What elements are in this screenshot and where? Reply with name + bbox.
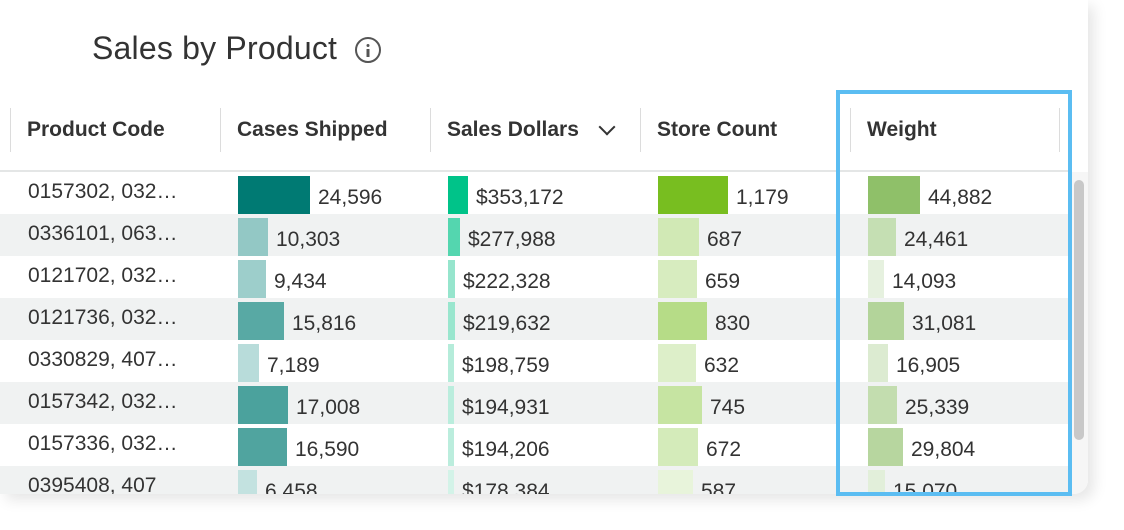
column-header-product-code[interactable]: Product Code	[10, 108, 220, 152]
table-body: 0157302, 032… 24,596 $353,172 1,179 44,882 03…	[0, 172, 1070, 494]
table-row[interactable]: 0336101, 063… 10,303 $277,988 687 24,461	[0, 214, 1070, 256]
cases-bar	[238, 386, 288, 424]
weight-bar	[868, 302, 904, 340]
cases-value: 6,458	[265, 480, 318, 494]
cases-bar	[238, 218, 268, 256]
column-header-sales-dollars[interactable]: Sales Dollars	[430, 108, 640, 152]
sales-bar	[448, 470, 454, 494]
weight-value: 25,339	[905, 396, 970, 419]
stores-bar	[658, 428, 698, 466]
table-row[interactable]: 0121702, 032… 9,434 $222,328 659 14,093	[0, 256, 1070, 298]
stores-bar	[658, 218, 699, 256]
stores-value: 632	[704, 354, 740, 377]
weight-value: 14,093	[892, 270, 957, 293]
sales-value: $194,931	[462, 396, 550, 419]
weight-value: 44,882	[928, 186, 993, 209]
stores-bar	[658, 260, 697, 298]
product-code-cell: 0330829, 407…	[28, 348, 178, 371]
stores-value: 745	[710, 396, 746, 419]
stores-value: 1,179	[736, 186, 789, 209]
cases-value: 10,303	[276, 228, 341, 251]
table-row[interactable]: 0330829, 407… 7,189 $198,759 632 16,905	[0, 340, 1070, 382]
column-header-cases-shipped[interactable]: Cases Shipped	[220, 108, 430, 152]
weight-bar	[868, 386, 897, 424]
weight-value: 15,070	[893, 480, 958, 494]
chevron-down-icon[interactable]	[598, 118, 616, 136]
cases-bar	[238, 470, 257, 494]
column-header-label: Weight	[867, 118, 937, 141]
cases-value: 9,434	[274, 270, 327, 293]
sales-value: $194,206	[462, 438, 550, 461]
product-code-cell: 0121702, 032…	[28, 264, 178, 287]
sales-bar	[448, 428, 454, 466]
weight-bar	[868, 428, 903, 466]
sales-value: $222,328	[463, 270, 551, 293]
weight-value: 29,804	[911, 438, 976, 461]
weight-bar	[868, 176, 920, 214]
stores-value: 659	[705, 270, 741, 293]
table-row[interactable]: 0157342, 032… 17,008 $194,931 745 25,339	[0, 382, 1070, 424]
cases-bar	[238, 260, 266, 298]
sales-by-product-widget: Sales by Product Product Code Cases Ship…	[0, 0, 1088, 494]
sales-bar	[448, 386, 454, 424]
sales-bar	[448, 176, 468, 214]
cases-value: 17,008	[296, 396, 361, 419]
weight-bar	[868, 344, 888, 382]
sales-bar	[448, 218, 460, 256]
column-header-label: Product Code	[27, 118, 165, 141]
sales-bar	[448, 344, 454, 382]
table-row[interactable]: 0121736, 032… 15,816 $219,632 830 31,081	[0, 298, 1070, 340]
product-code-cell: 0121736, 032…	[28, 306, 178, 329]
column-header-label: Store Count	[657, 118, 778, 141]
cases-value: 24,596	[318, 186, 383, 209]
weight-bar	[868, 260, 884, 298]
sales-value: $353,172	[476, 186, 564, 209]
cases-value: 16,590	[295, 438, 360, 461]
stores-bar	[658, 344, 696, 382]
sales-value: $178,384	[462, 480, 550, 494]
sales-bar	[448, 260, 455, 298]
column-header-weight[interactable]: Weight	[850, 108, 1060, 152]
cases-bar	[238, 428, 287, 466]
weight-bar	[868, 218, 896, 256]
weight-bar	[868, 470, 885, 494]
widget-title: Sales by Product	[92, 29, 338, 66]
header-divider	[0, 170, 1070, 172]
stores-value: 587	[701, 480, 737, 494]
cases-value: 15,816	[292, 312, 357, 335]
sales-value: $277,988	[468, 228, 556, 251]
product-code-cell: 0395408, 407	[28, 474, 157, 494]
stores-value: 830	[715, 312, 751, 335]
sales-bar	[448, 302, 455, 340]
column-header-store-count[interactable]: Store Count	[640, 108, 850, 152]
product-code-cell: 0157342, 032…	[28, 390, 178, 413]
sales-value: $198,759	[462, 354, 550, 377]
cases-bar	[238, 302, 284, 340]
sales-value: $219,632	[463, 312, 551, 335]
product-code-cell: 0157336, 032…	[28, 432, 178, 455]
widget-header: Sales by Product	[92, 28, 382, 68]
product-code-cell: 0336101, 063…	[28, 222, 178, 245]
weight-value: 31,081	[912, 312, 977, 335]
cases-bar	[238, 344, 259, 382]
stores-value: 687	[707, 228, 743, 251]
info-circle-icon[interactable]	[355, 37, 382, 63]
stores-bar	[658, 176, 728, 214]
table-row[interactable]: 0157336, 032… 16,590 $194,206 672 29,804	[0, 424, 1070, 466]
stores-bar	[658, 302, 707, 340]
column-header-label: Sales Dollars	[447, 118, 579, 141]
product-code-cell: 0157302, 032…	[28, 180, 178, 203]
stores-bar	[658, 470, 693, 494]
scrollbar-thumb[interactable]	[1074, 180, 1084, 440]
column-header-label: Cases Shipped	[237, 118, 388, 141]
table-row[interactable]: 0395408, 407 6,458 $178,384 587 15,070	[0, 466, 1070, 494]
weight-value: 24,461	[904, 228, 969, 251]
table-row[interactable]: 0157302, 032… 24,596 $353,172 1,179 44,882	[0, 172, 1070, 214]
weight-value: 16,905	[896, 354, 961, 377]
cases-value: 7,189	[267, 354, 320, 377]
stores-value: 672	[706, 438, 742, 461]
cases-bar	[238, 176, 310, 214]
stores-bar	[658, 386, 702, 424]
